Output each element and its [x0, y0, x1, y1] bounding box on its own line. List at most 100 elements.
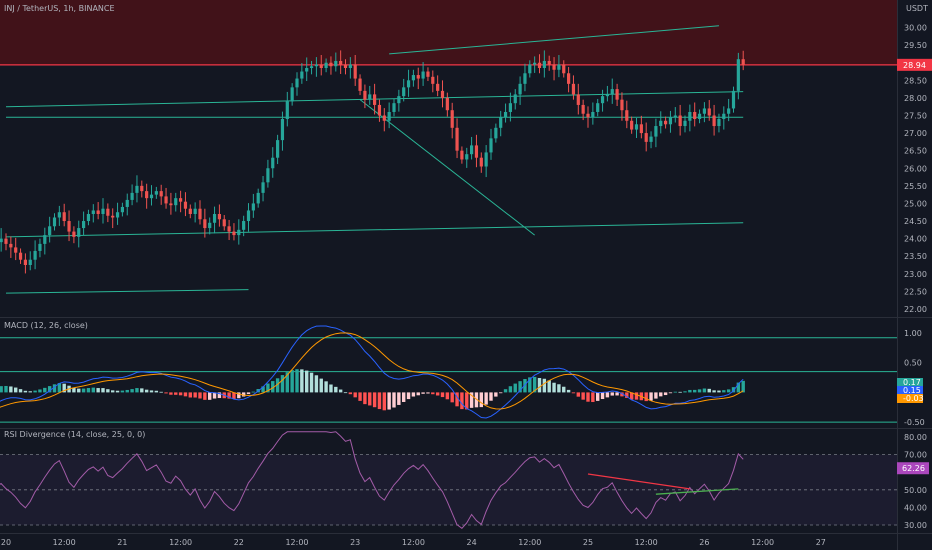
resistance-zone [0, 0, 897, 65]
candle-body [329, 62, 333, 67]
macd-histogram-bar [722, 390, 726, 393]
macd-value-tag [897, 378, 923, 387]
macd-tick-label: 0.50 [904, 359, 922, 368]
macd-histogram-bar [625, 392, 629, 398]
candle-body [736, 59, 740, 91]
candle-body [494, 127, 498, 139]
candle-body [644, 133, 648, 142]
candle-body [183, 201, 188, 209]
candle-body [571, 83, 576, 95]
macd-histogram-bar [562, 386, 566, 393]
price-tick-label: 23.50 [904, 252, 927, 261]
candle-body [106, 208, 110, 216]
candle-body [460, 150, 464, 160]
macd-histogram-bar [38, 389, 42, 393]
candle-body [470, 145, 474, 155]
macd-histogram-bar [620, 392, 624, 397]
macd-value-label: 0.17 [903, 378, 921, 387]
candle-body [111, 215, 115, 218]
macd-histogram-bar [649, 392, 653, 401]
last-price-tag [897, 58, 932, 71]
candle-body [343, 64, 348, 69]
candle-body [212, 213, 217, 223]
candle-body [605, 94, 609, 97]
candle-body [314, 64, 318, 67]
candle-body [649, 136, 653, 142]
price-pane[interactable] [0, 0, 897, 294]
trend-line [389, 25, 719, 55]
macd-histogram-bar [673, 391, 677, 393]
macd-histogram-bar [435, 392, 440, 396]
macd-histogram-bar [460, 392, 464, 410]
candle-body [712, 115, 716, 127]
candle-body [639, 124, 643, 134]
macd-histogram-bar [212, 392, 217, 399]
macd-histogram-bar [552, 382, 556, 393]
macd-histogram-bar [33, 390, 37, 393]
macd-histogram-bar [683, 391, 687, 393]
macd-histogram-bar [178, 392, 183, 396]
candle-body [188, 208, 192, 214]
macd-histogram-bar [431, 392, 435, 395]
macd-histogram-bar [91, 387, 95, 393]
candle-body [508, 103, 512, 112]
macd-histogram-bar [406, 392, 411, 400]
last-price-label: 28.94 [903, 61, 926, 70]
macd-histogram-bar [62, 383, 66, 393]
macd-histogram-bar [455, 392, 459, 407]
candle-body [688, 111, 692, 121]
candle-body [552, 64, 556, 70]
macd-histogram-bar [154, 390, 159, 393]
macd-histogram-bar [23, 390, 28, 393]
macd-histogram-bar [678, 391, 682, 393]
time-tick-label: 12:00 [518, 538, 541, 547]
macd-histogram-bar [314, 375, 319, 393]
rsi-pane[interactable] [0, 431, 897, 530]
macd-histogram-bar [120, 390, 125, 393]
candle-body [479, 157, 483, 167]
candle-body [154, 191, 158, 195]
price-tick-label: 28.50 [904, 76, 927, 85]
macd-histogram-bar [518, 381, 522, 393]
candle-body [120, 206, 124, 213]
macd-histogram-bar [52, 384, 57, 393]
candle-body [43, 235, 47, 244]
macd-histogram-bar [654, 392, 658, 399]
candle-body [630, 120, 634, 130]
rsi-value-label: 62.26 [902, 464, 925, 473]
candle-body [222, 219, 226, 227]
candle-body [125, 199, 129, 207]
macd-histogram-bar [717, 390, 721, 393]
macd-pane[interactable] [0, 325, 897, 423]
macd-histogram-bar [586, 392, 590, 402]
time-tick-label: 12:00 [285, 538, 308, 547]
macd-value-tag [897, 386, 923, 395]
candle-body [634, 124, 639, 130]
candle-body [174, 198, 178, 206]
candle-body [271, 157, 275, 169]
macd-tick-label: 1.00 [904, 329, 922, 338]
candle-body [693, 111, 697, 120]
candle-body [242, 221, 246, 230]
candle-body [513, 94, 517, 104]
candle-body [654, 126, 658, 137]
macd-histogram-bar [707, 388, 711, 393]
macd-histogram-bar [741, 380, 745, 393]
candle-body [474, 145, 479, 158]
macd-histogram-bar [528, 377, 532, 393]
macd-histogram-bar [382, 392, 386, 411]
macd-histogram-bar [47, 386, 52, 393]
price-tick-label: 27.50 [904, 111, 927, 120]
macd-histogram-bar [4, 385, 8, 393]
candle-body [697, 113, 702, 120]
candle-body [77, 228, 81, 237]
candle-body [615, 89, 619, 100]
candle-body [722, 113, 726, 120]
candle-body [285, 101, 289, 120]
candle-body [731, 90, 736, 109]
macd-histogram-bar [9, 386, 13, 393]
macd-histogram-bar [523, 379, 527, 393]
macd-histogram-bar [421, 392, 425, 394]
